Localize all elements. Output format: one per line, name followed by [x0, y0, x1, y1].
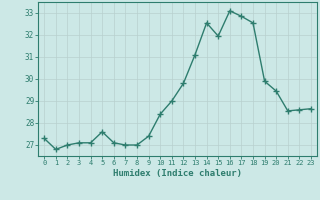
- X-axis label: Humidex (Indice chaleur): Humidex (Indice chaleur): [113, 169, 242, 178]
